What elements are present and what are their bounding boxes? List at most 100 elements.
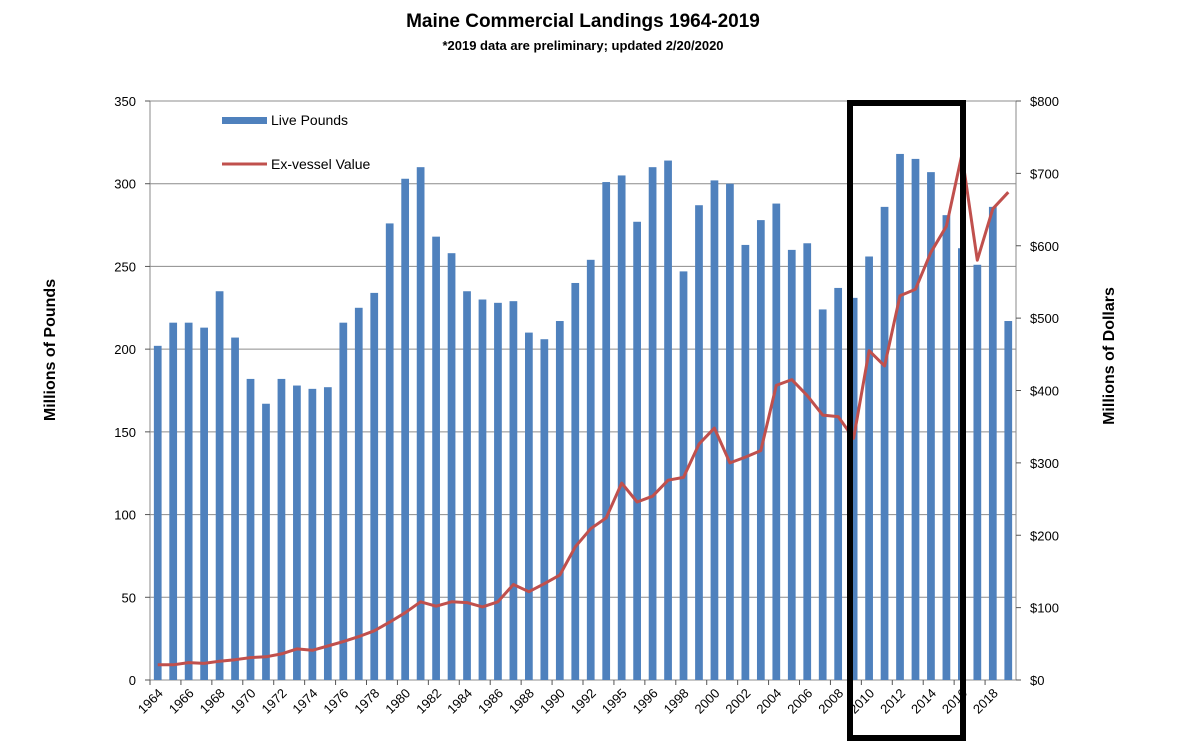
x-tick-label: 2018 <box>970 686 1001 717</box>
bar-series-live-pounds <box>153 153 1013 681</box>
chart-subtitle: *2019 data are preliminary; updated 2/20… <box>442 38 723 53</box>
right-tick-label: $400 <box>1030 384 1059 399</box>
x-tick-label: 1970 <box>228 686 259 717</box>
x-tick-label: 1966 <box>166 686 197 717</box>
x-tick-label: 1998 <box>661 686 692 717</box>
highlight-box <box>847 100 966 741</box>
x-tick-label: 1990 <box>537 686 568 717</box>
x-tick-label: 1996 <box>630 686 661 717</box>
left-tick-label: 0 <box>129 673 136 688</box>
x-tick-label: 1988 <box>506 686 537 717</box>
x-tick-label: 1980 <box>382 686 413 717</box>
bar-1980 <box>401 178 410 680</box>
bar-2013 <box>911 158 920 680</box>
bar-1991 <box>571 282 580 680</box>
bar-1995 <box>633 221 641 680</box>
bar-1972 <box>277 378 286 680</box>
line-series-ex-vessel-value <box>157 153 1010 667</box>
bar-1992 <box>586 259 595 680</box>
x-tick-label: 1992 <box>568 686 599 717</box>
right-tick-label: $500 <box>1030 311 1059 326</box>
bar-2002 <box>741 244 750 680</box>
x-tick-label: 2000 <box>692 686 723 717</box>
bar-2009 <box>849 297 858 680</box>
right-tick-label: $600 <box>1030 239 1059 254</box>
x-tick-label: 1978 <box>351 686 382 717</box>
bar-1984 <box>463 291 471 680</box>
left-tick-label: 200 <box>114 342 136 357</box>
bar-1969 <box>231 337 239 680</box>
bar-1987 <box>509 301 518 680</box>
bar-1993 <box>602 182 611 680</box>
bar-1978 <box>370 292 379 680</box>
x-tick-label: 1974 <box>289 686 320 717</box>
bar-2015 <box>942 215 951 680</box>
bar-1974 <box>308 388 317 680</box>
bar-1981 <box>416 167 425 680</box>
bar-1994 <box>617 175 626 680</box>
bar-1971 <box>262 403 270 680</box>
bar-2006 <box>803 243 812 681</box>
bar-2008 <box>834 287 843 680</box>
right-tick-label: $0 <box>1030 673 1044 688</box>
left-tick-label: 300 <box>114 177 136 192</box>
bar-1964 <box>153 345 162 680</box>
bar-2011 <box>880 206 889 681</box>
x-tick-label: 2008 <box>815 686 846 717</box>
left-tick-label: 50 <box>122 590 136 605</box>
x-tick-label: 2004 <box>753 686 784 717</box>
left-axis-ticks: 0 50 100 150 200 250 300 350 <box>114 94 150 688</box>
bar-1973 <box>293 385 301 680</box>
left-tick-label: 350 <box>114 94 136 109</box>
x-tick-label: 1986 <box>475 686 506 717</box>
x-tick-label: 2014 <box>908 686 939 717</box>
x-tick-label: 1984 <box>444 686 475 717</box>
right-tick-label: $800 <box>1030 94 1059 109</box>
bar-2004 <box>772 203 781 680</box>
bar-2019 <box>1004 321 1013 680</box>
bar-2001 <box>726 183 734 680</box>
bar-1989 <box>540 339 549 680</box>
legend-label-live-pounds: Live Pounds <box>271 112 348 128</box>
bar-2018 <box>988 206 997 681</box>
x-tick-label: 1995 <box>599 686 630 717</box>
bar-1975 <box>323 387 332 680</box>
bar-1976 <box>339 322 348 680</box>
left-axis-title: Millions of Pounds <box>42 279 59 421</box>
bar-1977 <box>354 307 363 680</box>
bar-1996 <box>648 167 657 680</box>
right-tick-label: $200 <box>1030 528 1059 543</box>
x-tick-label: 1968 <box>197 686 228 717</box>
bar-1967 <box>200 327 208 680</box>
legend-label-ex-vessel-value: Ex-vessel Value <box>271 156 371 172</box>
x-tick-label: 1964 <box>135 686 166 717</box>
bar-1968 <box>215 291 224 680</box>
bar-2014 <box>927 172 935 681</box>
bar-1983 <box>447 253 456 681</box>
ex-vessel-value-line <box>157 153 1010 667</box>
legend-swatch-live-pounds <box>222 117 267 124</box>
right-tick-label: $300 <box>1030 456 1059 471</box>
x-tick-label: 2006 <box>784 686 815 717</box>
right-tick-label: $100 <box>1030 601 1059 616</box>
x-tick-label: 1982 <box>413 686 444 717</box>
bar-1990 <box>555 321 564 680</box>
x-axis-ticks: 1964 1966 1968 1970 1972 1974 1976 1978 1980 1982… <box>135 680 1001 717</box>
left-tick-label: 250 <box>114 259 136 274</box>
bar-2007 <box>818 309 827 680</box>
right-axis-ticks: $0 $100 $200 $300 $400 $500 $600 $700 $800 <box>1016 94 1059 688</box>
bar-1965 <box>169 322 178 680</box>
bar-2010 <box>865 256 873 680</box>
right-axis-title: Millions of Dollars <box>1101 287 1118 425</box>
legend: Live Pounds Ex-vessel Value <box>222 112 371 172</box>
bar-1988 <box>525 332 533 680</box>
bar-1966 <box>184 322 193 680</box>
left-tick-label: 150 <box>114 425 136 440</box>
bar-1970 <box>246 378 255 680</box>
x-tick-label: 1972 <box>259 686 290 717</box>
bar-2012 <box>896 153 904 681</box>
bar-1982 <box>432 236 440 680</box>
chart-title: Maine Commercial Landings 1964-2019 <box>406 11 760 32</box>
bar-1979 <box>385 223 394 680</box>
